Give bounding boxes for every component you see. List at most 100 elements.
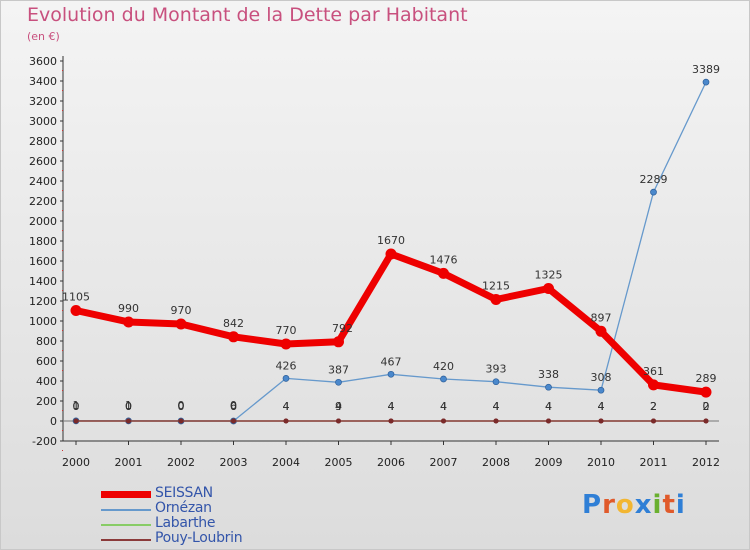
data-label-orn-zan: 0 (230, 399, 237, 412)
data-label-orn-zan: 426 (276, 359, 297, 372)
x-tick-label: 2009 (535, 456, 563, 469)
data-label-labarthe: 4 (545, 400, 552, 413)
y-tick-label: 1600 (29, 255, 57, 268)
data-label-orn-zan: 467 (381, 355, 402, 368)
data-label-labarthe: 9 (335, 400, 342, 413)
data-label-labarthe: 2 (650, 400, 657, 413)
y-tick-label: 1400 (29, 275, 57, 288)
legend-swatch-labarthe (101, 524, 151, 526)
y-tick-label: -200 (32, 435, 57, 448)
y-tick-label: 2800 (29, 135, 57, 148)
logo-letter: o (615, 490, 635, 520)
data-point-pouy-loubrin (493, 418, 499, 424)
data-point-seissan (700, 386, 712, 398)
y-tick-label: 1200 (29, 295, 57, 308)
logo-letter: i (652, 490, 663, 520)
data-point-pouy-loubrin (703, 418, 709, 424)
y-tick-label: 2000 (29, 215, 57, 228)
legend-swatch-pouy-loubrin (101, 539, 151, 541)
y-tick-label: 3000 (29, 115, 57, 128)
data-point-seissan (70, 305, 82, 316)
data-label-labarthe: 0 (125, 400, 132, 413)
y-tick-label: 2200 (29, 195, 57, 208)
y-tick-label: 3600 (29, 55, 57, 68)
y-tick-label: 200 (36, 395, 57, 408)
data-point-orn-zan (702, 78, 710, 86)
legend-label-seissan: SEISSAN (155, 485, 213, 501)
data-label-labarthe: 4 (598, 400, 605, 413)
legend-label-labarthe: Labarthe (155, 515, 216, 531)
x-tick-label: 2006 (377, 456, 405, 469)
data-point-orn-zan (440, 375, 447, 383)
data-label-labarthe: 4 (283, 400, 290, 413)
y-tick-label: 800 (36, 335, 57, 348)
data-label-orn-zan: 1 (125, 399, 132, 412)
x-tick-label: 2008 (482, 456, 510, 469)
data-label-pouy-loubrin: 0 (230, 400, 237, 413)
data-point-pouy-loubrin (73, 418, 79, 424)
proxiti-logo: Proxiti (582, 490, 686, 520)
x-tick-label: 2004 (272, 456, 300, 469)
data-point-pouy-loubrin (651, 418, 656, 424)
legend-label-orn-zan: Ornézan (155, 500, 212, 516)
y-tick-label: 600 (36, 355, 57, 368)
y-tick-label: 2600 (29, 155, 57, 168)
legend-label-pouy-loubrin: Pouy-Loubrin (155, 530, 243, 546)
data-label-orn-zan: 393 (486, 363, 507, 376)
data-point-orn-zan (545, 383, 552, 391)
y-tick-label: 0 (50, 415, 57, 428)
data-point-seissan (438, 267, 449, 279)
data-label-pouy-loubrin: 0 (178, 400, 185, 413)
data-point-orn-zan (650, 188, 657, 196)
data-label-pouy-loubrin: 4 (440, 400, 447, 413)
data-label-seissan: 289 (696, 372, 717, 385)
data-label-pouy-loubrin: 2 (650, 400, 657, 413)
data-label-pouy-loubrin: 0 (125, 400, 132, 413)
logo-letter: t (662, 490, 676, 520)
data-point-pouy-loubrin (283, 418, 289, 424)
data-point-orn-zan (387, 370, 395, 378)
y-tick-label: 1000 (29, 315, 57, 328)
logo-letter: P (582, 490, 603, 520)
y-tick-label: 400 (36, 375, 57, 388)
data-label-orn-zan: 308 (591, 371, 612, 384)
data-label-seissan: 770 (276, 324, 297, 337)
data-label-seissan: 1476 (430, 253, 458, 266)
data-point-pouy-loubrin (546, 418, 551, 424)
data-label-seissan: 990 (118, 302, 139, 315)
data-point-seissan (175, 318, 187, 330)
x-tick-label: 2001 (115, 456, 143, 469)
legend-swatch-orn-zan (101, 509, 151, 511)
data-label-pouy-loubrin: 4 (598, 400, 605, 413)
x-tick-label: 2003 (220, 456, 248, 469)
data-label-seissan: 361 (643, 365, 664, 378)
data-label-pouy-loubrin: 4 (388, 400, 395, 413)
data-label-labarthe: 6 (230, 400, 237, 413)
data-label-seissan: 1670 (377, 234, 405, 247)
data-point-seissan (543, 283, 554, 294)
data-label-labarthe: 0 (178, 400, 185, 413)
data-point-seissan (648, 379, 659, 391)
data-point-seissan (490, 294, 502, 305)
y-tick-label: 1800 (29, 235, 57, 248)
data-label-orn-zan: 1 (73, 399, 80, 412)
data-point-orn-zan (492, 378, 500, 386)
y-tick-label: 3200 (29, 95, 57, 108)
x-tick-label: 2002 (167, 456, 195, 469)
data-point-orn-zan (597, 386, 605, 394)
chart-title: Evolution du Montant de la Dette par Hab… (27, 4, 468, 26)
y-tick-label: 3400 (29, 75, 57, 88)
data-label-orn-zan: 0 (178, 399, 185, 412)
x-tick-label: 2000 (62, 456, 90, 469)
chart-subtitle: (en €) (27, 30, 60, 43)
data-point-pouy-loubrin (598, 418, 604, 424)
data-label-orn-zan: 387 (328, 363, 349, 376)
x-tick-label: 2012 (692, 456, 720, 469)
logo-letter: i (675, 490, 686, 520)
data-point-orn-zan (335, 378, 342, 386)
data-label-pouy-loubrin: 4 (283, 400, 290, 413)
data-point-pouy-loubrin (178, 418, 184, 424)
data-label-orn-zan: 338 (538, 368, 559, 381)
data-point-orn-zan (282, 375, 290, 382)
